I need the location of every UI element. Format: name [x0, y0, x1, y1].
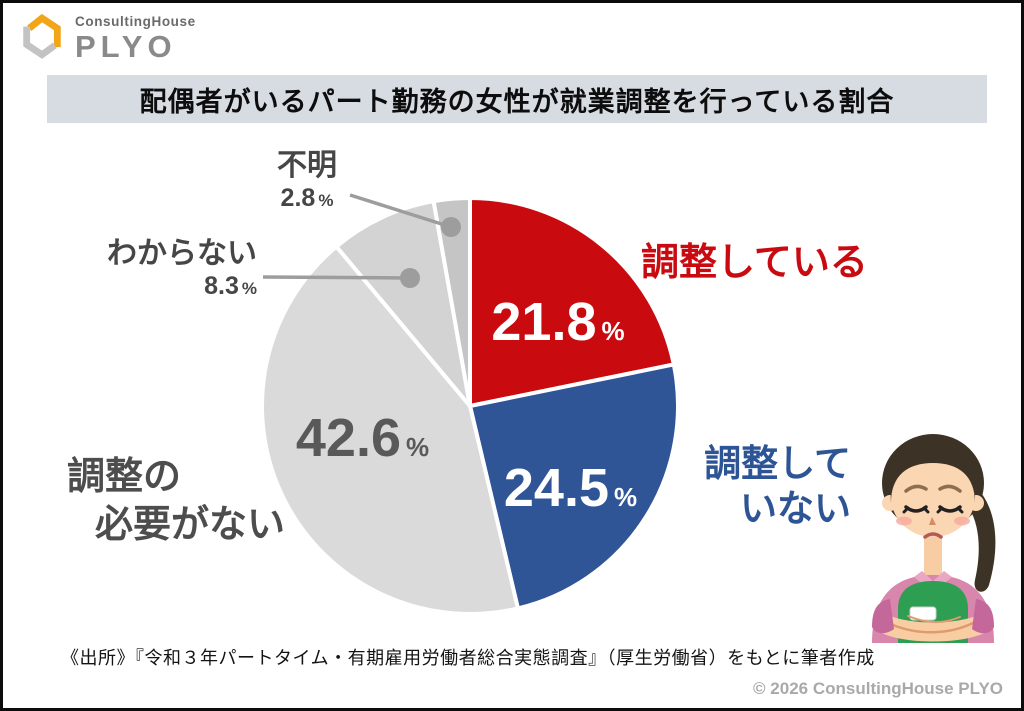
leader-dont-know-line	[262, 275, 411, 280]
value-not-adjusting: 24.5 %	[503, 458, 638, 518]
title-bar: 配偶者がいるパート勤務の女性が就業調整を行っている割合	[47, 75, 987, 123]
worried-woman-illustration	[872, 434, 996, 643]
callout-dont-know: わからない 8.3 %	[81, 237, 257, 304]
leader-dont-know-dot	[400, 268, 420, 288]
brand-plyo: PLYO	[75, 28, 177, 64]
chart-title: 配偶者がいるパート勤務の女性が就業調整を行っている割合	[139, 86, 895, 117]
value-no-need: 42.6 %	[295, 408, 430, 468]
pie-slice-3	[334, 199, 472, 408]
source-note: 《出所》『令和３年パートタイム・有期雇用労働者総合実態調査』（厚生労働省）をもと…	[61, 648, 875, 668]
callout-unknown: 不明 2.8 %	[261, 149, 353, 216]
label-not-adjusting: 調整して いない	[704, 443, 851, 529]
leader-unknown-dot	[441, 217, 461, 237]
label-adjusting: 調整している	[641, 242, 868, 284]
brand-consultinghouse: ConsultingHouse	[75, 14, 196, 29]
pie-slice-2	[260, 244, 520, 616]
percent-sign: %	[601, 316, 625, 346]
percent-sign: %	[241, 279, 257, 298]
plyo-logo-icon	[23, 13, 61, 59]
percent-sign: %	[613, 482, 638, 512]
copyright: © 2026 ConsultingHouse PLYO	[753, 679, 1003, 698]
leader-unknown-line	[349, 193, 452, 229]
percent-sign: %	[318, 191, 334, 210]
pie-chart	[260, 193, 680, 616]
value-adjusting: 21.8 %	[491, 292, 625, 352]
pie-slice-1	[468, 362, 680, 611]
brand-logo: ConsultingHouse PLYO	[19, 11, 196, 62]
pie-slice-4	[431, 196, 472, 408]
label-no-need: 調整の 必要がない	[67, 456, 286, 546]
percent-sign: %	[405, 432, 430, 462]
brand-text: ConsultingHouse PLYO	[75, 11, 196, 62]
pie-slice-0	[468, 196, 676, 408]
